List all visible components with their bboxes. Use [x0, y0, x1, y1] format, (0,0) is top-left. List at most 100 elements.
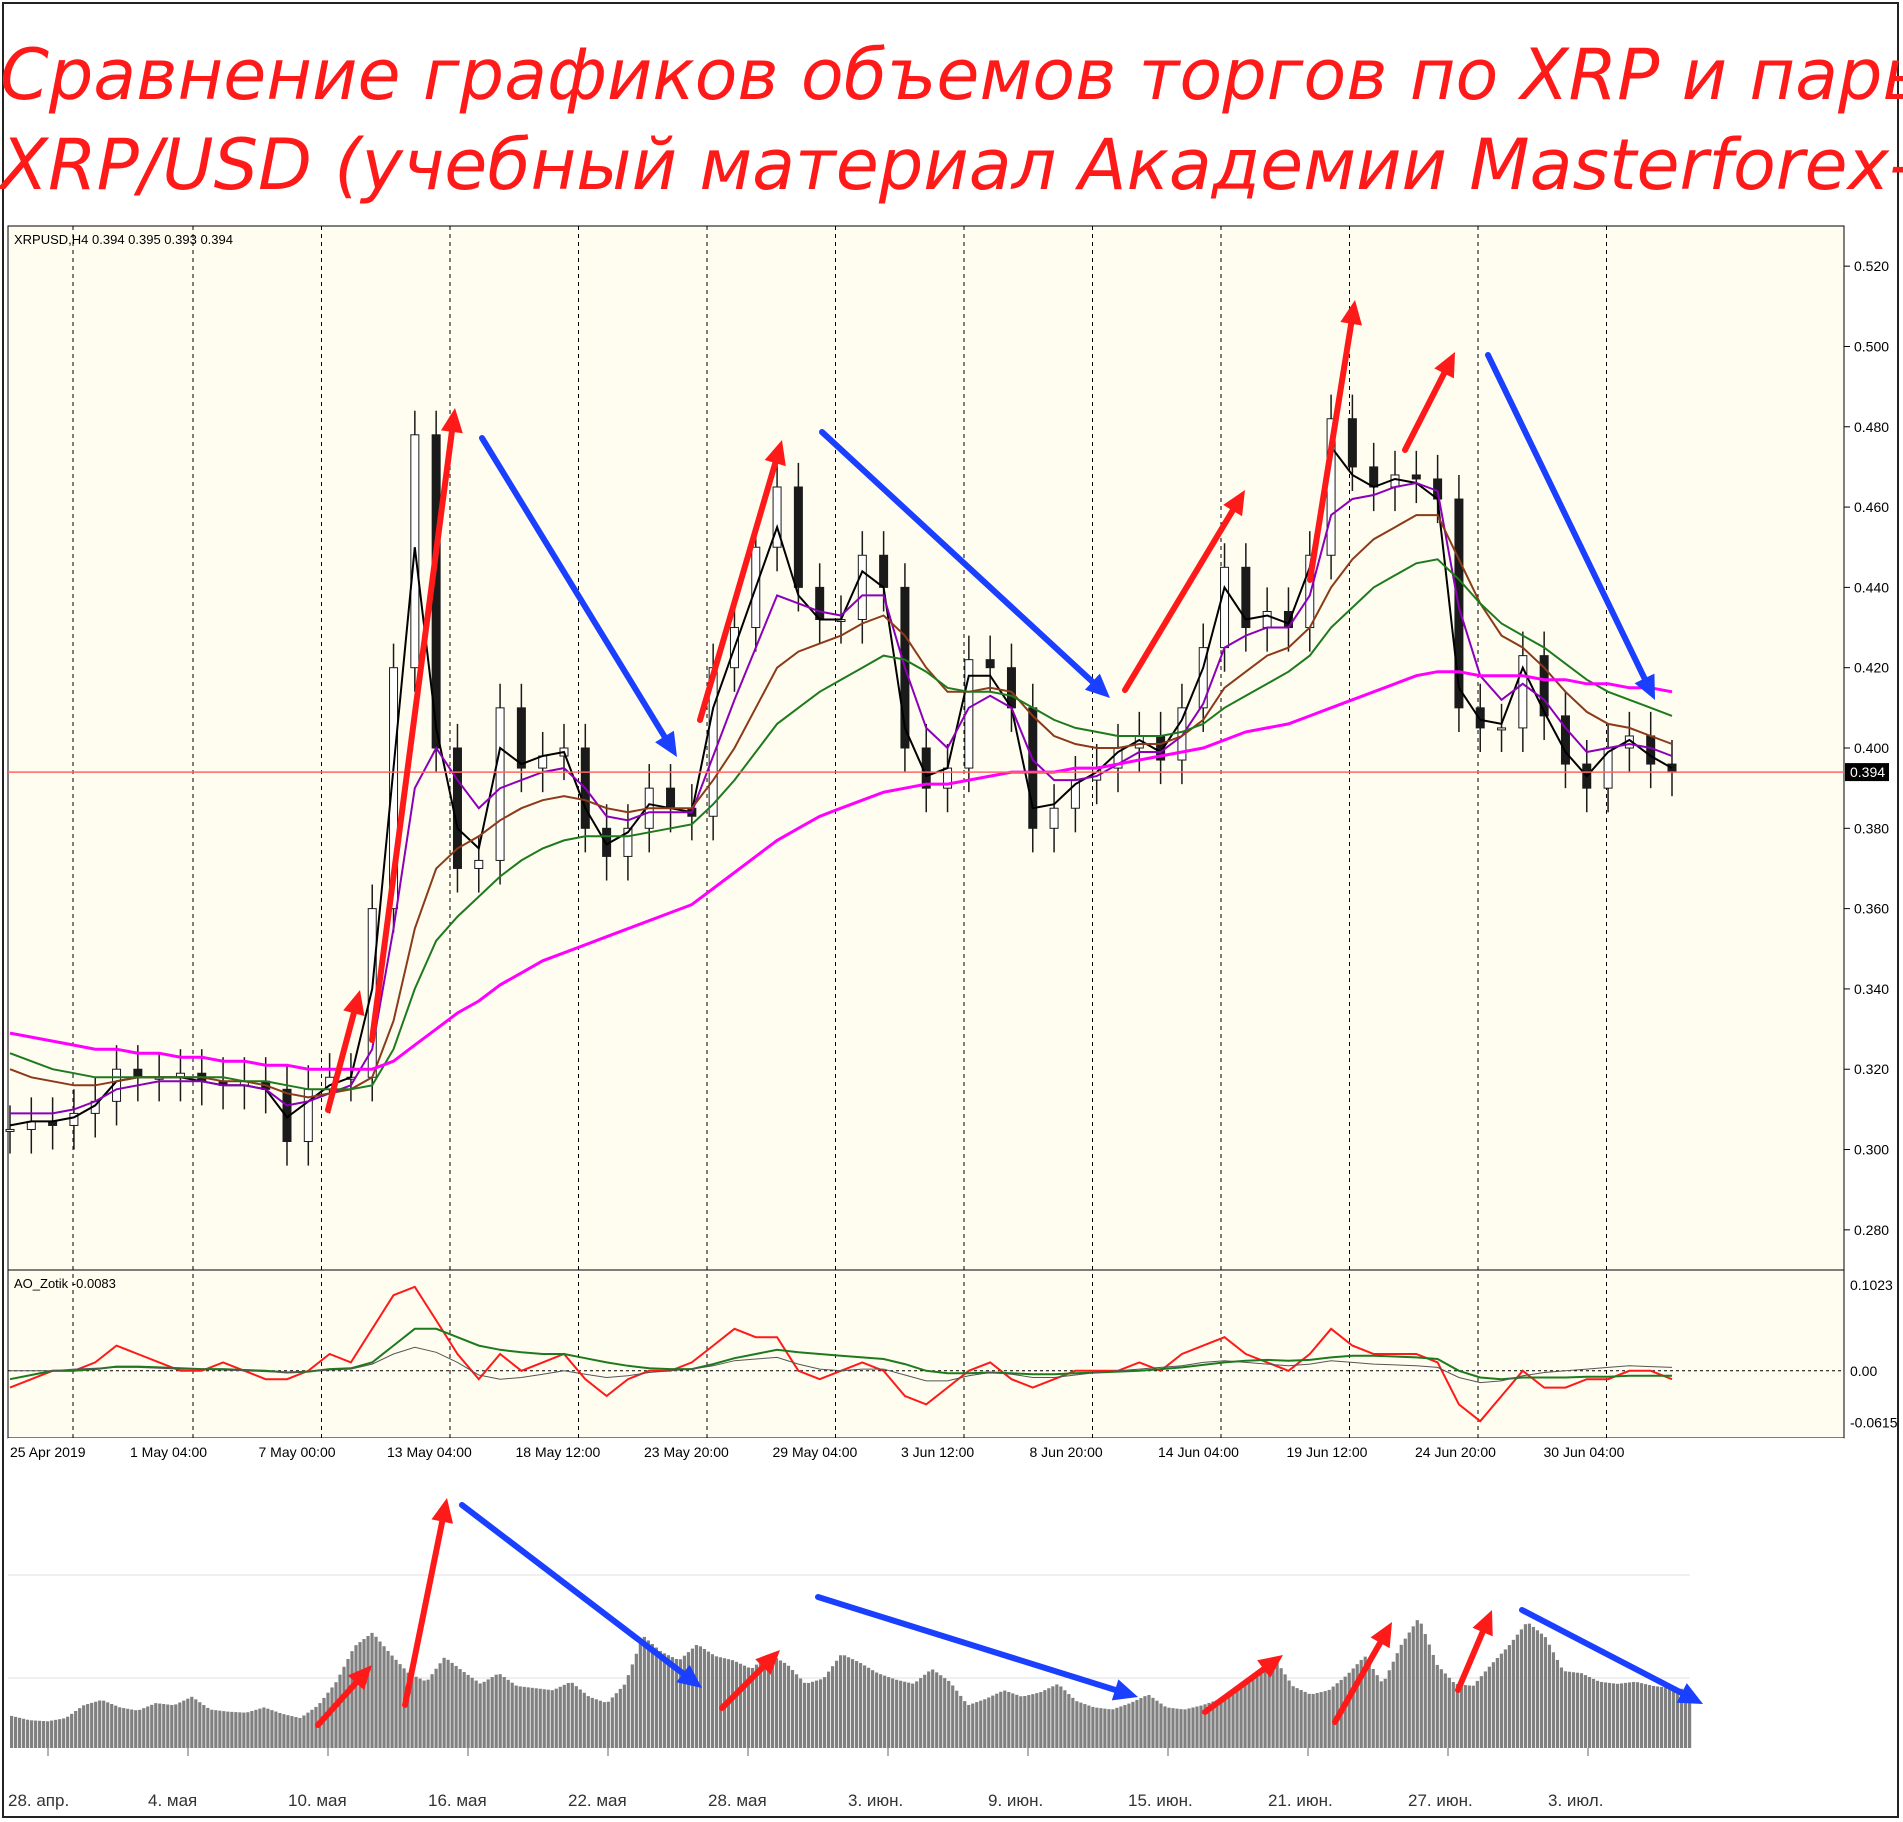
volume-bar	[1255, 1676, 1259, 1748]
volume-bar	[314, 1706, 318, 1748]
volume-bar	[370, 1632, 374, 1748]
volume-bar	[818, 1679, 823, 1748]
volume-bar	[490, 1677, 494, 1748]
volume-bar	[390, 1655, 394, 1748]
volume-bar	[1091, 1706, 1095, 1748]
trend-arrow-head	[1472, 1610, 1493, 1637]
volume-bar	[1659, 1686, 1664, 1748]
volume-bar	[1083, 1704, 1087, 1748]
vol-x-label: 28. мая	[708, 1791, 767, 1810]
volume-bar	[1095, 1707, 1099, 1748]
volume-bar	[730, 1660, 735, 1748]
x-tick-label: 14 Jun 04:00	[1158, 1444, 1239, 1460]
volume-bar	[446, 1659, 450, 1748]
volume-bar	[154, 1703, 158, 1748]
candle-body	[69, 1112, 79, 1126]
volume-bar	[778, 1660, 783, 1748]
volume-bar	[786, 1665, 791, 1748]
y-tick-label: 0.460	[1854, 499, 1889, 515]
volume-bar	[270, 1710, 274, 1748]
volume-bar	[438, 1663, 442, 1748]
x-tick-label: 1 May 04:00	[130, 1444, 207, 1460]
volume-bar	[883, 1675, 887, 1748]
volume-bar	[1327, 1689, 1331, 1748]
volume-bar	[979, 1700, 983, 1748]
volume-bar	[66, 1716, 70, 1748]
volume-bar	[570, 1682, 574, 1748]
volume-bar	[750, 1667, 755, 1748]
vol-x-label: 28. апр.	[8, 1791, 69, 1810]
volume-bar	[1375, 1675, 1379, 1748]
volume-bar	[1243, 1684, 1247, 1748]
volume-bar	[1555, 1659, 1560, 1748]
y-tick-label: 0.340	[1854, 981, 1889, 997]
trend-arrow-shaft	[1485, 352, 1648, 682]
volume-bar	[1487, 1666, 1491, 1748]
volume-bar	[1283, 1674, 1287, 1748]
volume-bar	[414, 1676, 418, 1748]
volume-bar	[1299, 1690, 1303, 1748]
volume-bar	[734, 1661, 739, 1748]
volume-bar	[714, 1656, 719, 1748]
volume-bar	[338, 1674, 342, 1748]
volume-bar	[54, 1719, 58, 1748]
volume-bar	[1639, 1683, 1644, 1748]
volume-bar	[366, 1635, 370, 1748]
volume-bar	[911, 1683, 915, 1748]
volume-bar	[106, 1702, 110, 1748]
candle-body	[1369, 466, 1379, 488]
volume-bar	[94, 1701, 98, 1748]
volume-bar	[126, 1708, 130, 1748]
volume-bar	[1203, 1704, 1207, 1748]
volume-bar	[678, 1659, 682, 1748]
volume-bar	[642, 1636, 646, 1748]
volume-bar	[334, 1682, 338, 1748]
volume-bar	[562, 1684, 566, 1748]
volume-bar	[1507, 1645, 1511, 1748]
y-tick-label: 0.400	[1854, 740, 1889, 756]
volume-bar	[963, 1701, 967, 1748]
volume-bar	[1503, 1649, 1507, 1748]
volume-bar	[1103, 1708, 1107, 1748]
volume-bar	[234, 1712, 238, 1748]
volume-bar	[1367, 1662, 1371, 1748]
volume-bar	[1247, 1681, 1251, 1748]
volume-bar	[851, 1659, 855, 1748]
volume-bar	[1383, 1678, 1387, 1748]
volume-bars	[10, 1620, 1692, 1748]
vol-x-label: 27. июн.	[1408, 1791, 1473, 1810]
volume-bar	[22, 1718, 26, 1748]
volume-bar	[290, 1716, 294, 1748]
volume-bar	[1631, 1681, 1636, 1748]
volume-bar	[1399, 1644, 1403, 1748]
candle-body	[495, 707, 505, 861]
volume-bar	[1663, 1687, 1668, 1748]
volume-bar	[582, 1692, 586, 1748]
volume-bar	[546, 1689, 550, 1748]
trend-arrow-shaft	[719, 1663, 767, 1711]
volume-bar	[1111, 1709, 1115, 1748]
volume-bar	[58, 1719, 62, 1748]
volume-bar	[1183, 1709, 1187, 1748]
trend-arrow-shaft	[1307, 320, 1355, 583]
volume-bar	[1587, 1677, 1592, 1748]
volume-bar	[1451, 1682, 1455, 1748]
volume-bar	[1167, 1707, 1171, 1748]
volume-bar	[871, 1670, 875, 1748]
volume-bar	[1135, 1699, 1139, 1748]
volume-bar	[114, 1705, 118, 1748]
y-tick-label: 0.440	[1854, 579, 1889, 595]
trend-arrow-head	[1340, 300, 1363, 326]
x-tick-label: 30 Jun 04:00	[1544, 1444, 1625, 1460]
volume-bar	[502, 1677, 506, 1748]
volume-bar	[246, 1712, 250, 1748]
y-tick-label: 0.280	[1854, 1222, 1889, 1238]
volume-bar	[666, 1655, 670, 1748]
volume-bar	[1559, 1667, 1564, 1748]
volume-bar	[118, 1707, 122, 1748]
volume-bar	[194, 1699, 198, 1748]
volume-bar	[774, 1658, 779, 1748]
volume-bar	[1551, 1652, 1556, 1748]
volume-bar	[899, 1680, 903, 1748]
volume-bar	[742, 1665, 747, 1748]
